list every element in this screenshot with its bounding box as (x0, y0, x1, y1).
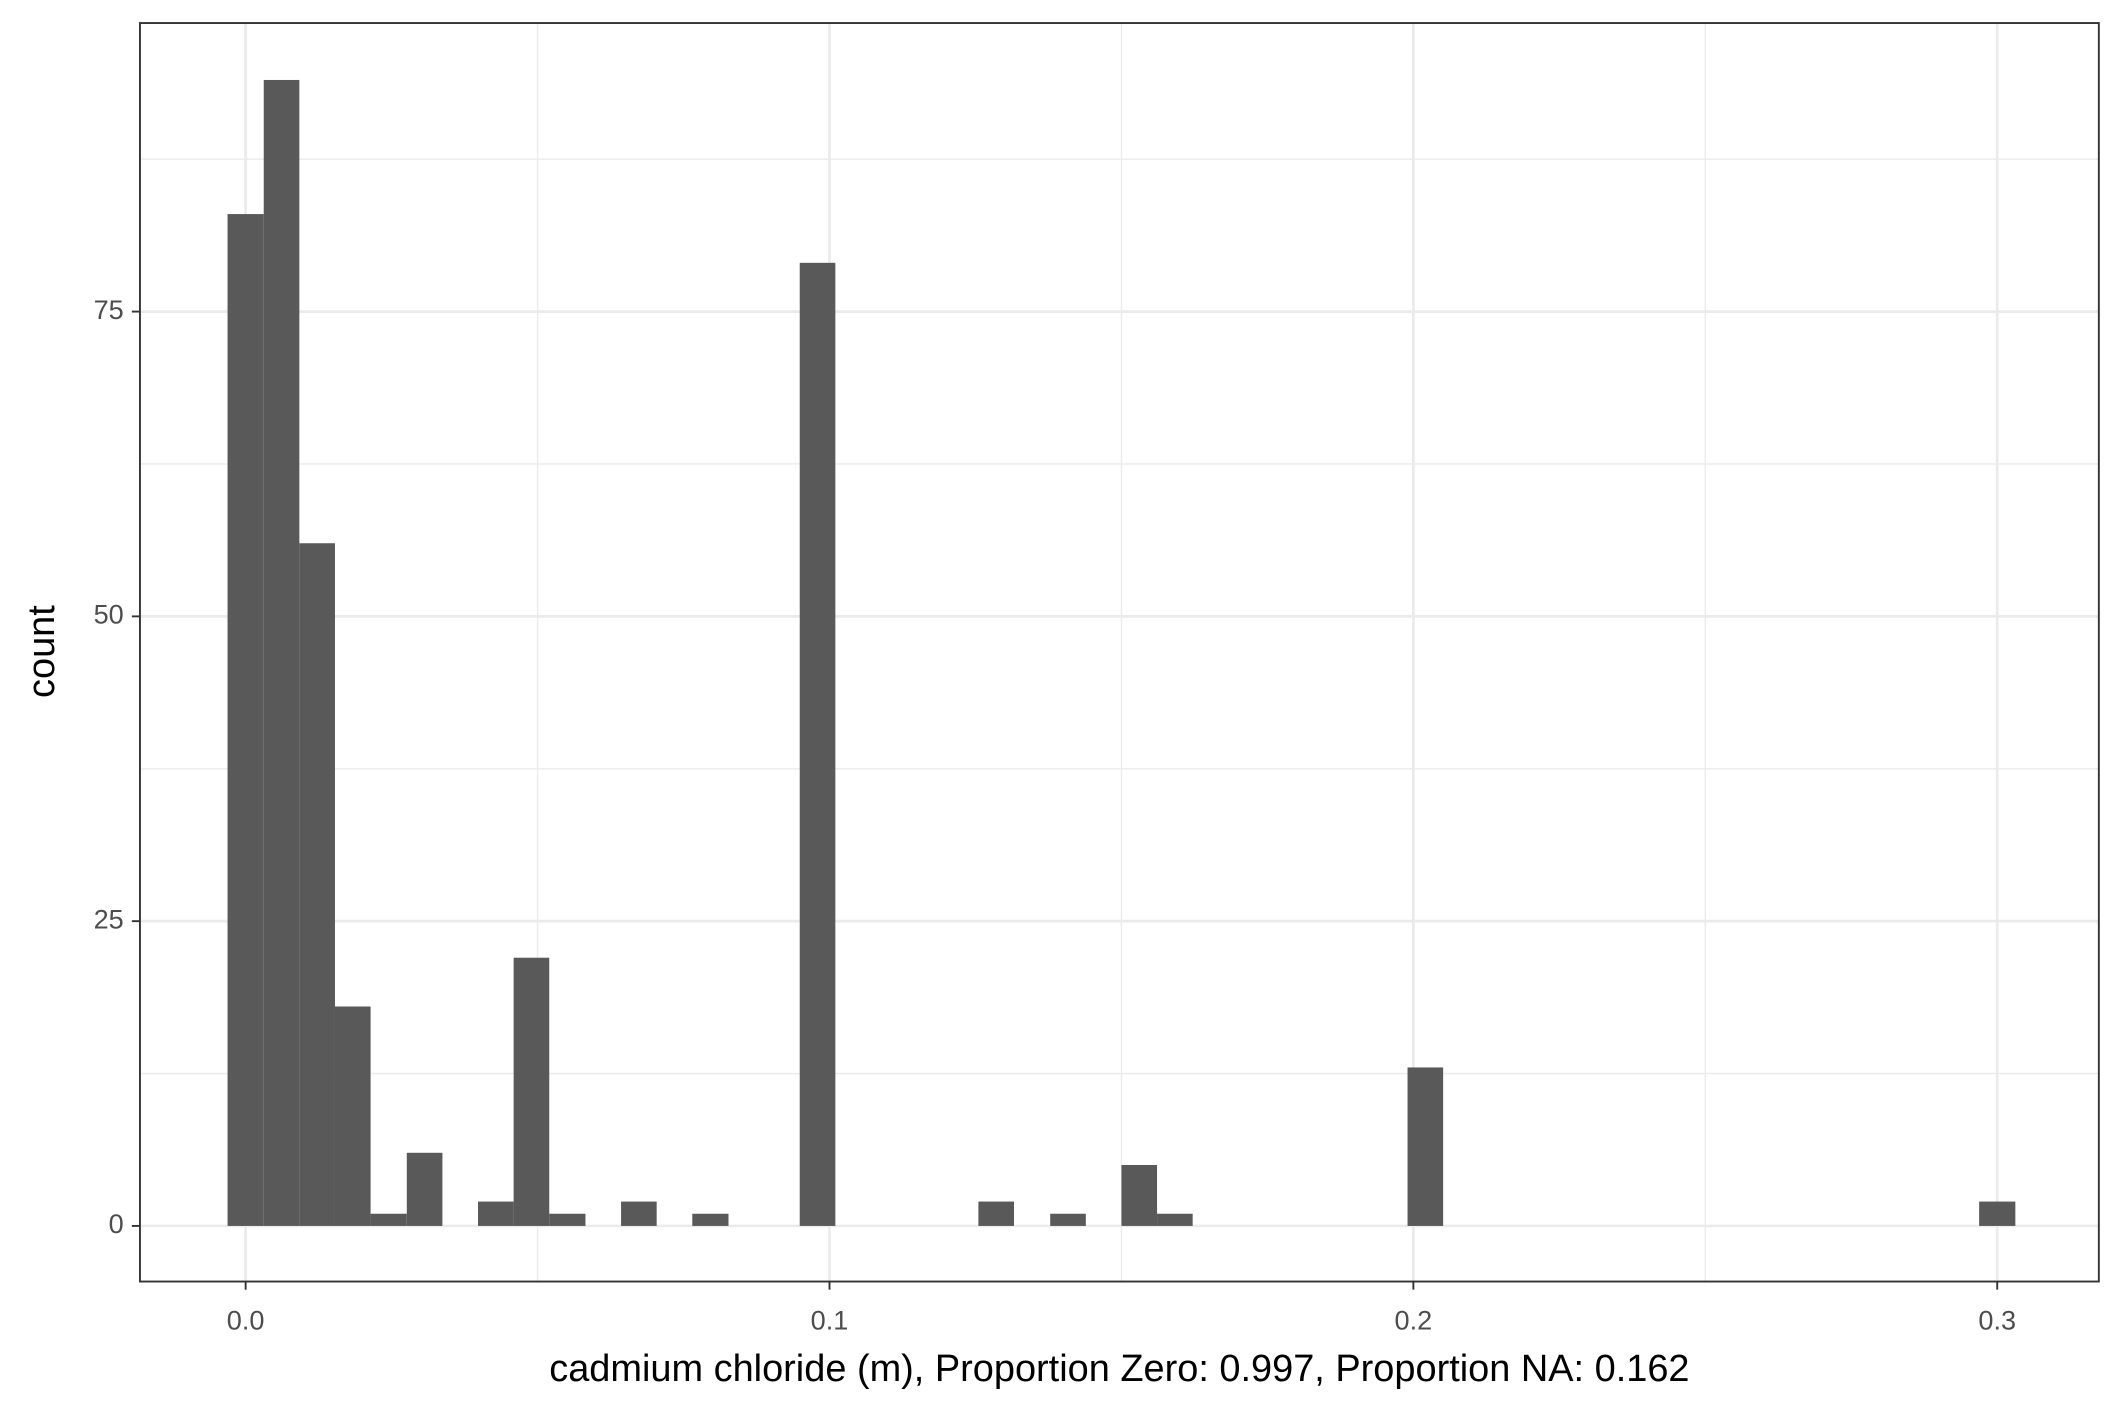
bar (1121, 1164, 1158, 1226)
y-tick-label: 25 (94, 903, 124, 934)
bar (263, 79, 300, 1226)
bar (978, 1201, 1015, 1226)
bar (513, 957, 550, 1226)
x-tick-label: 0.2 (1395, 1304, 1433, 1335)
y-tick-label: 75 (94, 294, 124, 325)
bar (1407, 1067, 1444, 1226)
bar (692, 1213, 729, 1226)
y-tick-label: 50 (94, 599, 124, 630)
x-tick-label: 0.1 (811, 1304, 849, 1335)
bar (621, 1201, 657, 1226)
bar (1979, 1201, 2016, 1226)
bar (549, 1213, 586, 1226)
y-axis-title: count (21, 605, 63, 698)
x-tick-label: 0.3 (1978, 1304, 2016, 1335)
panel-border (139, 22, 2100, 1283)
x-tick-label: 0.0 (227, 1304, 265, 1335)
bar (334, 1006, 371, 1226)
bar (227, 214, 264, 1226)
bar (406, 1152, 443, 1226)
axes: 0.0 0.1 0.2 0.3 0 25 50 75 (94, 294, 2016, 1336)
bar (478, 1201, 514, 1226)
bar (370, 1213, 407, 1226)
bar (299, 543, 335, 1226)
y-tick-label: 0 (109, 1208, 124, 1239)
bar (799, 262, 836, 1226)
x-axis-title: cadmium chloride (m), Proportion Zero: 0… (549, 1348, 1689, 1390)
bar (1050, 1213, 1086, 1226)
bars (227, 79, 2016, 1226)
bar (1157, 1213, 1193, 1226)
